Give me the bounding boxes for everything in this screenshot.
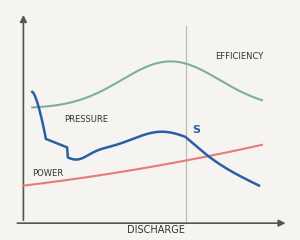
Text: POWER: POWER <box>32 169 63 178</box>
Text: PRESSURE: PRESSURE <box>64 115 109 125</box>
Text: S: S <box>192 125 200 135</box>
Text: DISCHARGE: DISCHARGE <box>127 225 185 235</box>
Text: EFFICIENCY: EFFICIENCY <box>215 52 263 61</box>
